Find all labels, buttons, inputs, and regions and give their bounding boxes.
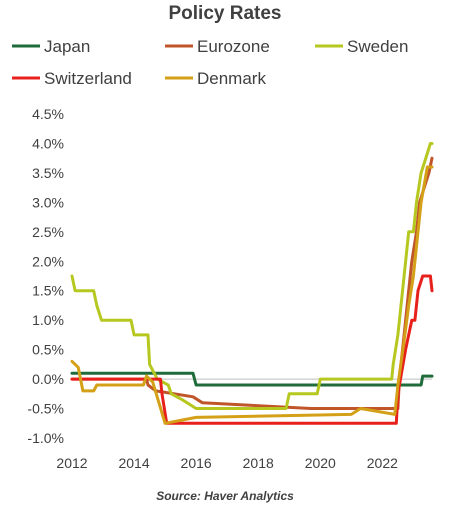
legend-label-eurozone: Eurozone (197, 37, 270, 56)
x-tick-label: 2022 (367, 455, 398, 471)
y-tick-label: 4.5% (32, 106, 64, 122)
x-axis: 2012 2014 2016 2018 2020 2022 (56, 455, 398, 471)
series-line-switzerland (70, 274, 434, 425)
x-tick-label: 2016 (181, 455, 212, 471)
chart-title: Policy Rates (169, 3, 282, 24)
y-tick-label: 0.0% (32, 371, 64, 387)
series-line-japan (70, 371, 434, 387)
legend-label-sweden: Sweden (347, 37, 408, 56)
y-axis: 4.5% 4.0% 3.5% 3.0% 2.5% 2.0% 1.5% 1.0% 0.5% 0.0%… (27, 106, 64, 446)
y-tick-label: 1.5% (32, 283, 64, 299)
y-tick-label: 2.5% (32, 224, 64, 240)
legend: Japan Eurozone Sweden Switzerland Denmark (12, 37, 408, 88)
x-tick-label: 2012 (56, 455, 87, 471)
y-tick-label: -0.5% (27, 401, 64, 417)
y-tick-label: 1.0% (32, 312, 64, 328)
series-line-denmark (70, 165, 434, 425)
series-line-eurozone (70, 156, 434, 410)
y-tick-label: 0.5% (32, 342, 64, 358)
series-lines (70, 142, 434, 425)
x-tick-label: 2020 (305, 455, 336, 471)
legend-label-switzerland: Switzerland (44, 69, 132, 88)
y-tick-label: 3.5% (32, 165, 64, 181)
source-note: Source: Haver Analytics (156, 489, 294, 503)
y-tick-label: -1.0% (27, 430, 64, 446)
x-tick-label: 2014 (118, 455, 149, 471)
legend-label-japan: Japan (44, 37, 90, 56)
x-tick-label: 2018 (243, 455, 274, 471)
y-tick-label: 2.0% (32, 253, 64, 269)
legend-label-denmark: Denmark (197, 69, 266, 88)
y-tick-label: 3.0% (32, 194, 64, 210)
y-tick-label: 4.0% (32, 135, 64, 151)
series-line-sweden (70, 142, 434, 410)
